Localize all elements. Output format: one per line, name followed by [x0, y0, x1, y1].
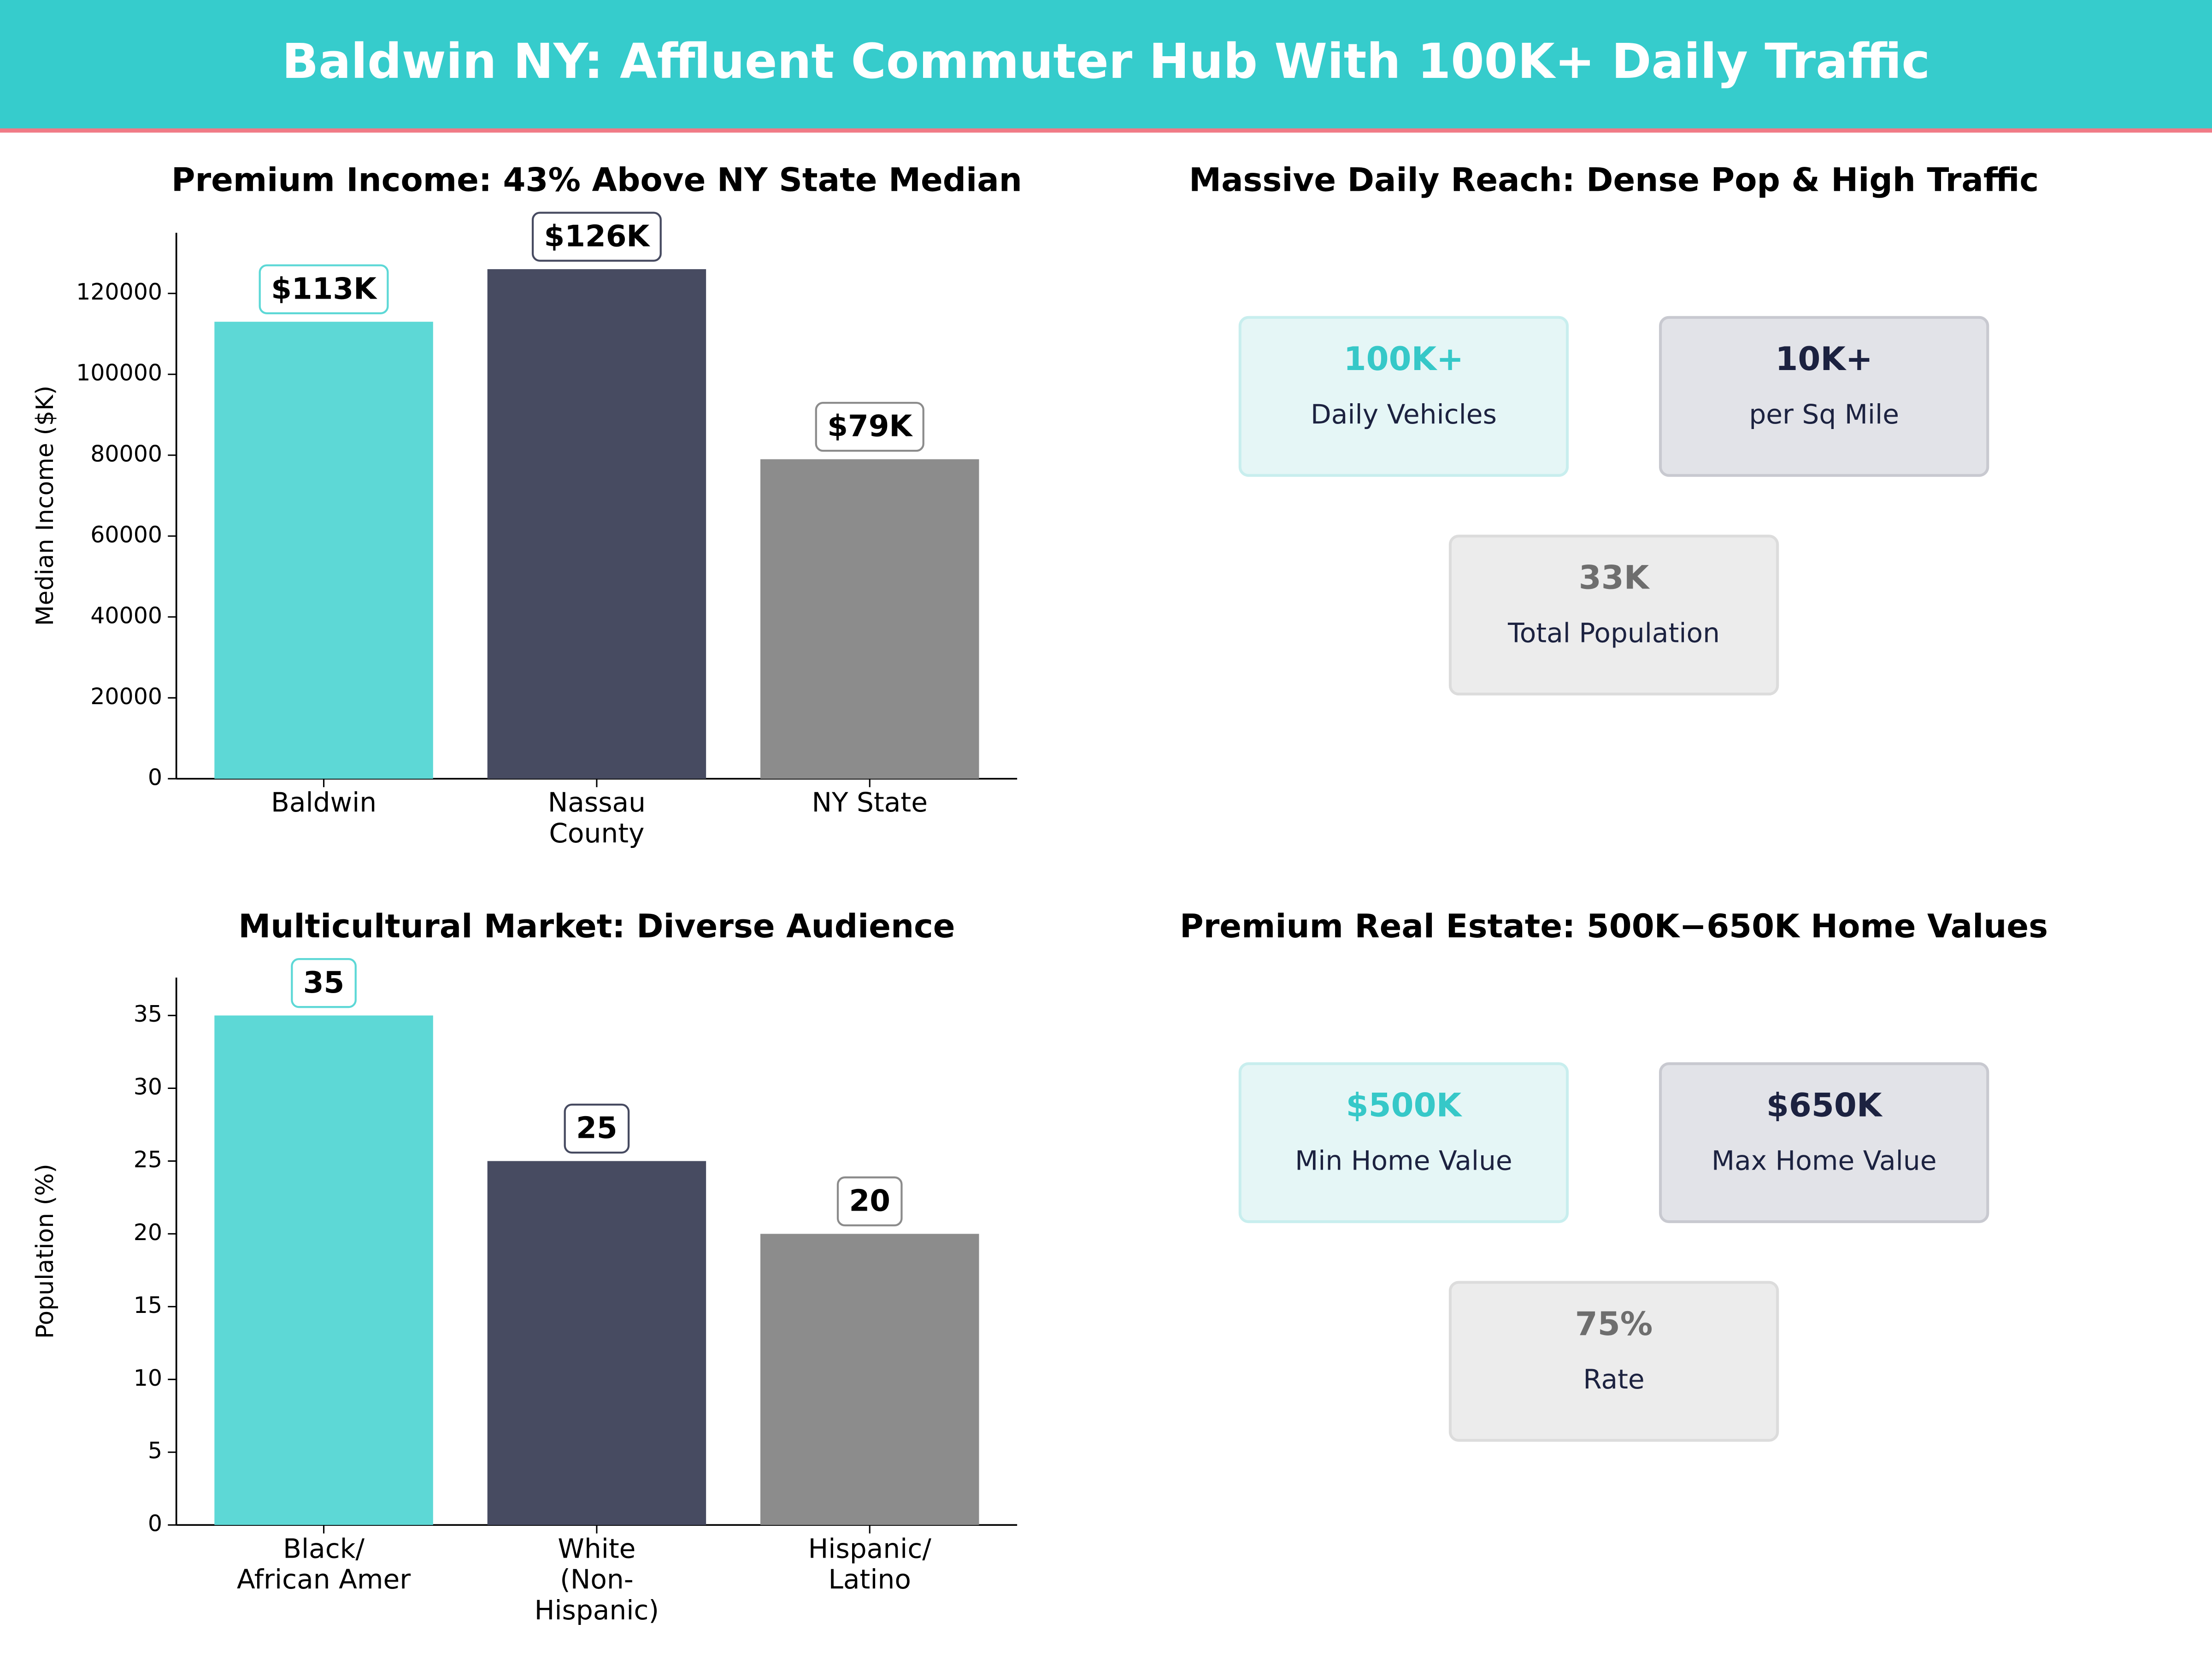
kpi-card	[1448, 1281, 1779, 1442]
y-tick-label: 100000	[76, 360, 162, 386]
y-tick-label: 120000	[76, 279, 162, 305]
value-label-box	[815, 401, 924, 452]
header-bar	[0, 0, 2212, 130]
y-tick-label: 80000	[90, 441, 162, 467]
bar	[487, 1161, 706, 1525]
kpi-card	[1659, 316, 1989, 477]
value-label: $79K	[827, 409, 913, 444]
y-tick-label: 10	[134, 1365, 162, 1391]
y-tick-label: 30	[134, 1074, 162, 1100]
kpi-label: Rate	[1583, 1364, 1644, 1395]
panel-title: Premium Income: 43% Above NY State Media…	[171, 161, 1022, 199]
value-label-box	[259, 264, 389, 314]
bar	[214, 1015, 433, 1525]
kpi-label: Daily Vehicles	[1311, 399, 1497, 430]
bar	[760, 459, 979, 779]
value-label-box	[531, 212, 662, 262]
panel-title: Premium Real Estate: 500K−650K Home Valu…	[1180, 907, 2048, 945]
kpi-value: $500K	[1346, 1087, 1463, 1124]
value-label-box	[291, 958, 357, 1008]
y-tick-label: 20000	[90, 683, 162, 710]
value-label: 20	[849, 1184, 890, 1218]
y-tick-label: 15	[134, 1292, 162, 1318]
value-label-box	[836, 1176, 903, 1227]
y-tick-label: 60000	[90, 522, 162, 548]
value-label-box	[564, 1103, 630, 1154]
x-tick-label: White (Non-Hispanic)	[535, 1533, 659, 1626]
panel-title: Massive Daily Reach: Dense Pop & High Tr…	[1189, 161, 2039, 199]
value-label: $126K	[544, 219, 651, 253]
kpi-label: Min Home Value	[1295, 1145, 1512, 1177]
x-tick-label: Hispanic/Latino	[808, 1533, 932, 1595]
kpi-card	[1659, 1062, 1989, 1224]
kpi-value: $650K	[1766, 1087, 1883, 1124]
page-title: Baldwin NY: Affluent Commuter Hub With 1…	[282, 33, 1930, 89]
kpi-value: 33K	[1579, 559, 1650, 597]
kpi-card	[1448, 535, 1779, 696]
bar	[214, 322, 433, 779]
y-axis-label: Median Income ($K)	[31, 386, 59, 626]
y-tick-label: 0	[148, 764, 162, 790]
kpi-card	[1238, 1062, 1569, 1224]
bar	[760, 1234, 979, 1525]
kpi-value: 75%	[1575, 1305, 1653, 1343]
value-label: $113K	[271, 271, 377, 306]
y-tick-label: 0	[148, 1511, 162, 1537]
kpi-value: 100K+	[1344, 340, 1464, 378]
x-tick-label: Black/African Amer	[237, 1533, 411, 1595]
y-tick-label: 35	[134, 1001, 162, 1027]
value-label: 35	[303, 965, 344, 1000]
kpi-label: Total Population	[1507, 618, 1720, 649]
y-tick-label: 40000	[90, 602, 162, 629]
x-tick-label: Baldwin	[271, 787, 377, 818]
x-tick-label: Nassau County	[548, 787, 646, 849]
kpi-label: per Sq Mile	[1749, 399, 1899, 430]
y-axis-label: Population (%)	[31, 1164, 59, 1339]
value-label: 25	[576, 1111, 617, 1146]
bar	[487, 269, 706, 779]
kpi-value: 10K+	[1775, 340, 1872, 378]
kpi-label: Max Home Value	[1712, 1145, 1937, 1177]
header-rule	[0, 128, 2212, 133]
x-tick-label: NY State	[812, 787, 928, 818]
y-tick-label: 20	[134, 1219, 162, 1246]
kpi-card	[1238, 316, 1569, 477]
panel-title: Multicultural Market: Diverse Audience	[238, 907, 955, 945]
y-tick-label: 25	[134, 1147, 162, 1173]
y-tick-label: 5	[148, 1438, 162, 1464]
